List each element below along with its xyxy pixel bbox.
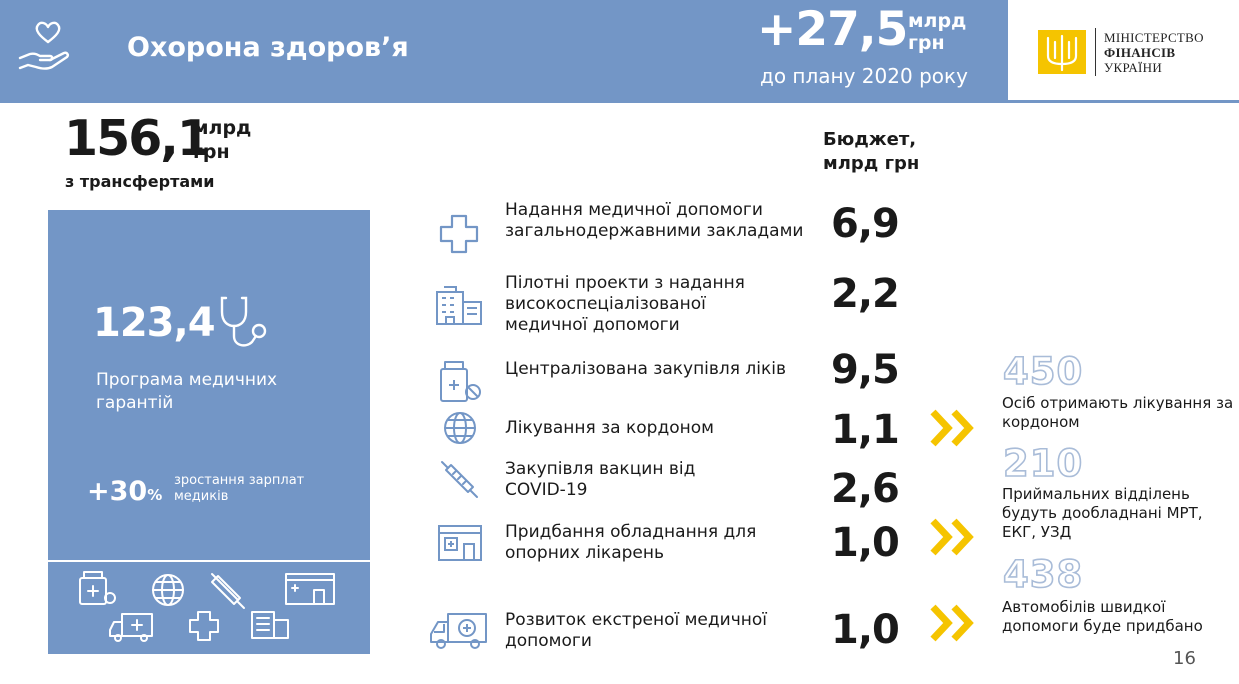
total-note: з трансфертами bbox=[65, 172, 215, 191]
budget-item-label: Надання медичної допомоги загальнодержав… bbox=[505, 200, 804, 241]
salary-increase-percent: +30% bbox=[87, 476, 162, 507]
medicine-bottle-icon bbox=[79, 571, 116, 605]
care-hand-icon bbox=[18, 21, 69, 70]
globe-icon bbox=[152, 574, 184, 606]
stat-number: 438 bbox=[1002, 552, 1084, 597]
total-amount: 156,1 bbox=[64, 110, 211, 167]
medicine-bottle-icon bbox=[440, 361, 481, 402]
hospital-building-icon bbox=[436, 286, 482, 325]
stethoscope-icon bbox=[220, 296, 267, 347]
medical-cross-icon bbox=[439, 214, 479, 254]
increase-caption: до плану 2020 року bbox=[760, 64, 968, 88]
salary-percent-number: +30 bbox=[87, 476, 148, 507]
ministry-line-1: Міністерство bbox=[1104, 30, 1204, 45]
header-underline bbox=[0, 100, 1239, 103]
budget-item-value: 1,0 bbox=[831, 607, 900, 653]
hospital-icon bbox=[285, 573, 335, 605]
header-banner bbox=[0, 0, 1008, 100]
hospital-building-icon bbox=[251, 611, 289, 639]
double-chevron-right-icon bbox=[930, 604, 974, 642]
ministry-trident-logo bbox=[1038, 30, 1086, 74]
globe-icon bbox=[444, 412, 476, 444]
stat-label: Осіб отримають лікування за кордоном bbox=[1002, 394, 1234, 431]
double-chevron-right-icon bbox=[930, 409, 974, 447]
budget-item-label: Централізована закупівля ліків bbox=[505, 359, 787, 379]
syringe-icon bbox=[211, 573, 245, 609]
budget-item-value: 2,6 bbox=[831, 466, 900, 512]
salary-increase-label: зростання зарплат медиків bbox=[174, 473, 305, 504]
panel-icons-collage bbox=[79, 571, 335, 642]
budget-column-header: Бюджет, млрд грн bbox=[823, 129, 920, 174]
budget-item-value: 1,1 bbox=[831, 407, 900, 453]
budget-item-label: Закупівля вакцин від COVID-19 bbox=[505, 459, 696, 500]
budget-item-label: Пілотні проекти з надання високоспеціалі… bbox=[505, 273, 745, 335]
panel-divider bbox=[48, 560, 370, 562]
ambulance-icon bbox=[430, 613, 487, 649]
hospital-icon bbox=[438, 525, 482, 561]
budget-item-label: Придбання обладнання для опорних лікарен… bbox=[505, 522, 757, 563]
program-label: Програма медичних гарантій bbox=[96, 370, 278, 413]
ministry-name: Міністерство фінансів України bbox=[1104, 30, 1204, 75]
increase-amount: +27,5 bbox=[757, 2, 908, 57]
total-unit: млрд грн bbox=[193, 117, 252, 163]
page-number: 16 bbox=[1173, 648, 1196, 669]
double-chevron-right-icon bbox=[930, 518, 974, 556]
budget-item-label: Розвиток екстреної медичної допомоги bbox=[505, 610, 767, 651]
budget-item-value: 1,0 bbox=[831, 520, 900, 566]
salary-percent-sign: % bbox=[147, 486, 163, 504]
medical-cross-icon bbox=[189, 611, 219, 641]
page-title: Охорона здоров’я bbox=[127, 32, 409, 63]
stat-number: 210 bbox=[1002, 441, 1084, 486]
ambulance-icon bbox=[109, 613, 153, 642]
syringe-icon bbox=[441, 461, 478, 498]
budget-item-value: 9,5 bbox=[831, 347, 900, 393]
budget-item-value: 6,9 bbox=[831, 201, 900, 247]
ministry-line-2: фінансів bbox=[1104, 45, 1176, 60]
ministry-line-3: України bbox=[1104, 60, 1163, 75]
increase-unit: млрд грн bbox=[908, 10, 967, 54]
budget-item-value: 2,2 bbox=[831, 271, 900, 317]
stat-label: Приймальних відділень будуть дообладнані… bbox=[1002, 485, 1203, 541]
logo-divider bbox=[1095, 28, 1096, 76]
program-amount: 123,4 bbox=[93, 300, 216, 346]
stat-number: 450 bbox=[1002, 349, 1084, 394]
stat-label: Автомобілів швидкої допомоги буде придба… bbox=[1002, 598, 1203, 635]
budget-item-label: Лікування за кордоном bbox=[505, 418, 714, 438]
